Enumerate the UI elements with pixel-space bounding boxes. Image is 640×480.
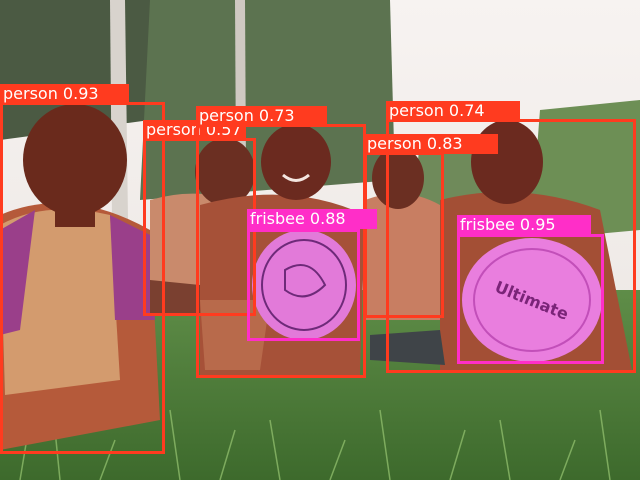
bbox-person [0,102,165,454]
bbox-frisbee [457,234,604,364]
frisbee-small [252,230,356,340]
grass-blades [19,409,611,480]
label-person: person 0.93 [0,84,129,104]
label-frisbee: frisbee 0.88 [247,209,377,229]
label-frisbee: frisbee 0.95 [457,215,591,235]
frisbee-large: Ultimate [462,238,602,362]
bbox-frisbee [247,229,360,341]
label-person: person 0.83 [364,134,498,154]
bbox-person [364,152,444,318]
label-person: person 0.74 [386,101,520,121]
label-person: person 0.73 [196,106,327,126]
child-right-middle [365,147,440,320]
